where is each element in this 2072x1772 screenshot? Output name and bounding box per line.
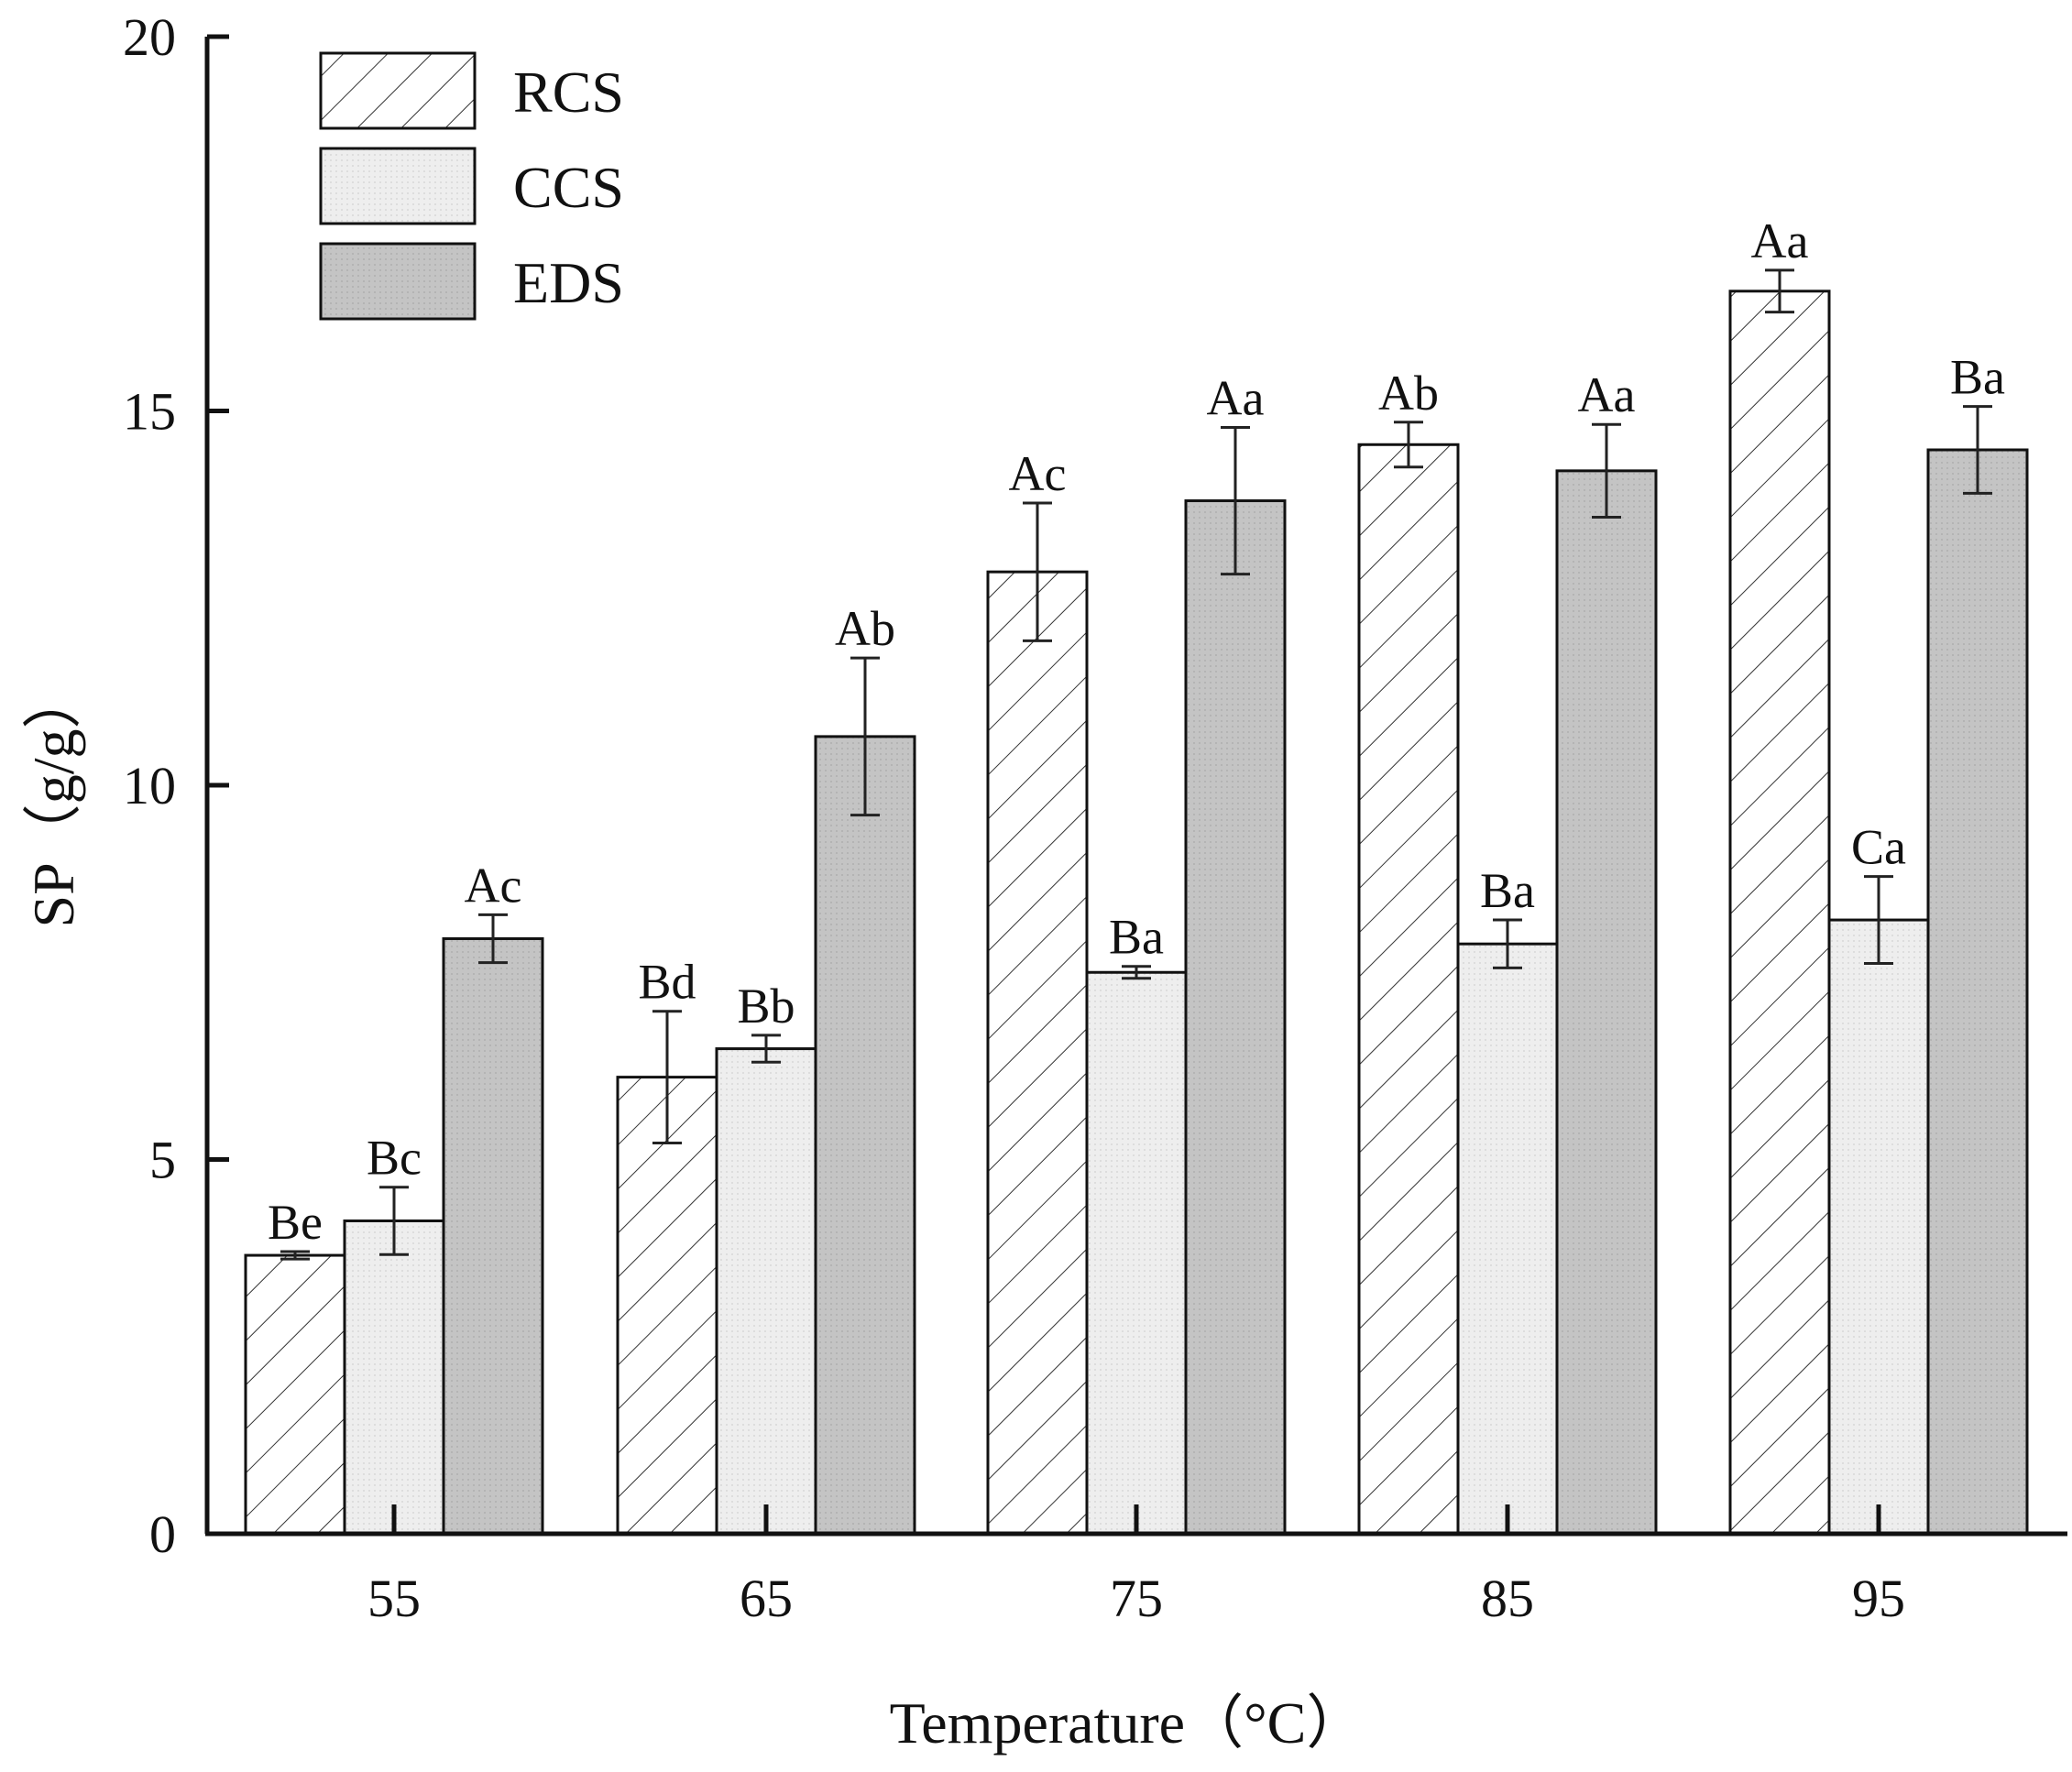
significance-label: Ac <box>465 858 522 913</box>
significance-label: Ab <box>835 601 895 656</box>
x-tick-label: 55 <box>367 1569 421 1628</box>
legend-swatch-ccs <box>319 147 477 225</box>
bar-eds <box>1926 448 2029 1536</box>
bar-rcs <box>986 570 1089 1536</box>
legend-label-rcs: RCS <box>513 60 624 125</box>
y-tick-label: 15 <box>123 382 176 442</box>
significance-label: Ac <box>1009 446 1067 501</box>
y-tick-label: 5 <box>149 1131 176 1190</box>
bar-ccs <box>343 1219 445 1536</box>
bar-rcs <box>1357 443 1460 1536</box>
y-tick-label: 0 <box>149 1504 176 1564</box>
y-tick-label: 10 <box>123 756 176 815</box>
significance-label: Bd <box>638 955 696 1010</box>
bar-ccs <box>1827 918 1930 1536</box>
legend-label-eds: EDS <box>513 250 624 315</box>
significance-label: Aa <box>1207 370 1265 425</box>
bar-eds <box>1555 469 1658 1536</box>
legend-swatch-rcs <box>319 51 477 130</box>
bar-ccs <box>1085 970 1188 1536</box>
bar-rcs <box>244 1253 346 1536</box>
x-tick-label: 95 <box>1852 1569 1905 1628</box>
x-tick-label: 65 <box>740 1569 793 1628</box>
significance-label: Be <box>268 1195 323 1250</box>
significance-label: Aa <box>1751 213 1809 268</box>
bar-eds <box>814 735 916 1536</box>
significance-label: Ba <box>1109 910 1164 965</box>
significance-label: Bb <box>737 979 795 1034</box>
bar-ccs <box>715 1047 817 1536</box>
ticks-layer: 0 5 10 15 20 55 65 75 85 95 <box>123 7 1905 1628</box>
bars-layer: Be Bc Ac Bd Bb Ab Ac Ba Aa Ab Ba Aa Aa Ca Ba <box>244 213 2029 1536</box>
x-tick-label: 85 <box>1481 1569 1534 1628</box>
x-axis-title: Temperature（°C） <box>890 1690 1365 1756</box>
bar-rcs <box>616 1076 718 1536</box>
significance-label: Ca <box>1851 820 1906 875</box>
y-tick-label: 20 <box>123 7 176 67</box>
significance-label: Bc <box>367 1131 422 1186</box>
significance-label: Aa <box>1578 367 1636 422</box>
y-axis-title: SP（g/g） <box>21 671 86 928</box>
x-tick-label: 75 <box>1110 1569 1163 1628</box>
significance-label: Ba <box>1480 863 1535 918</box>
bar-eds <box>442 936 544 1536</box>
significance-label: Ab <box>1378 366 1439 421</box>
bar-ccs <box>1456 942 1559 1536</box>
legend-swatch-eds <box>319 242 477 321</box>
legend-label-ccs: CCS <box>513 155 624 220</box>
bar-eds <box>1184 499 1287 1536</box>
significance-label: Ba <box>1950 350 2005 405</box>
legend: RCS CCS EDS <box>319 51 624 321</box>
bar-rcs <box>1728 290 1831 1536</box>
